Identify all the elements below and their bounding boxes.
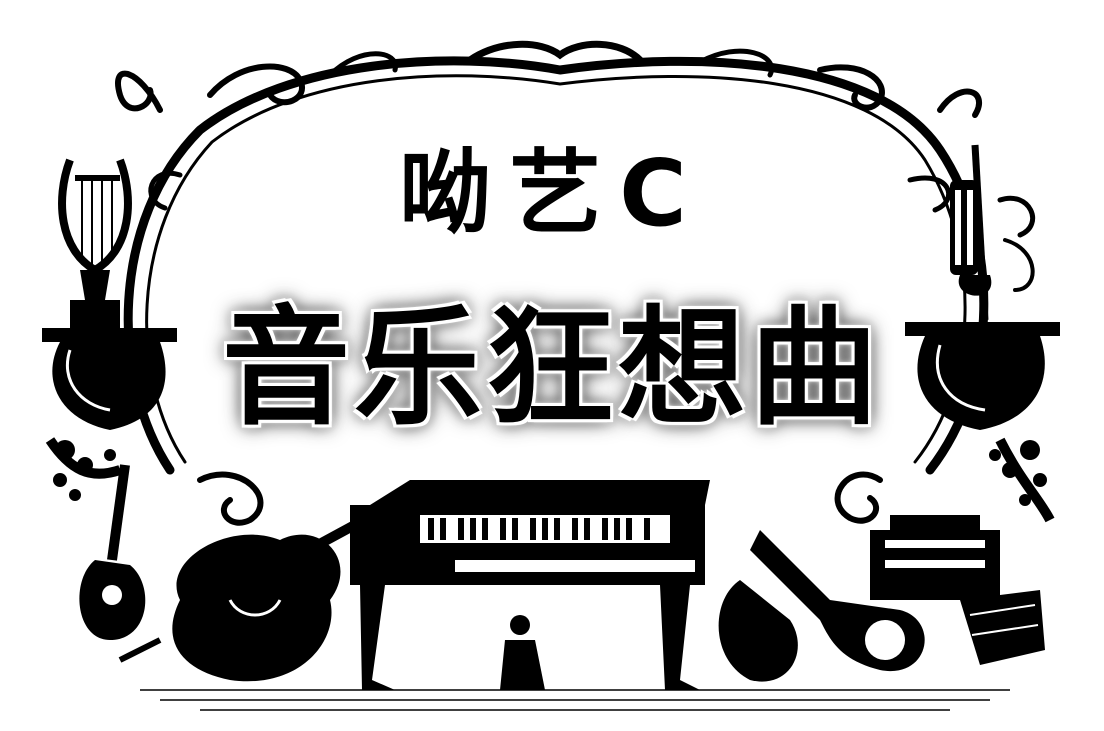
right-pedestal <box>905 322 1060 523</box>
ornate-frame <box>115 40 1035 526</box>
main-title: 音乐狂想曲 <box>221 294 882 443</box>
trumpet-icon <box>950 144 992 321</box>
drum-icon <box>960 590 1045 665</box>
accordion-icon <box>870 515 1000 600</box>
foliage-left <box>53 440 116 501</box>
floor-hatching <box>140 689 1010 711</box>
lyre-icon <box>58 158 132 328</box>
tuba-icon <box>718 530 925 682</box>
foliage-right <box>989 440 1047 506</box>
piano-icon <box>350 480 710 690</box>
subtitle-brand: 呦艺C <box>399 140 705 247</box>
small-figure <box>500 615 545 690</box>
guitar-icon <box>79 464 146 640</box>
